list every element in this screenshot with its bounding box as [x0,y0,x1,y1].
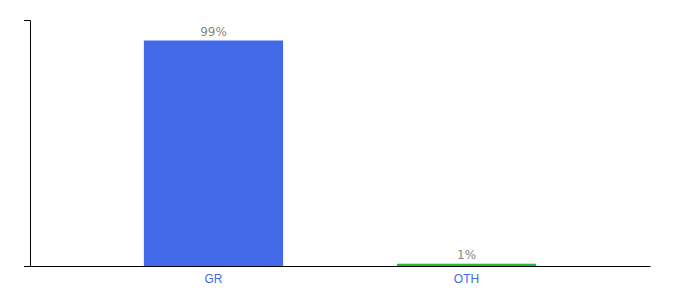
chart-svg: GR OTH 99% 1% [0,0,680,300]
bar [144,41,283,267]
x-tick: GR [204,266,222,286]
bars [144,41,536,267]
data-label: 1% [457,248,476,262]
y-axis-line [24,21,31,267]
bar [397,264,536,266]
x-tick-label: OTH [454,272,479,286]
data-label: 99% [200,25,227,39]
x-tick: OTH [454,266,479,286]
x-axis-line [31,266,651,267]
x-axis: GR OTH [31,266,651,286]
plot-area: GR OTH 99% 1% [24,21,651,286]
chart-container: GR OTH 99% 1% [0,0,680,300]
x-tick-label: GR [204,272,222,286]
data-labels: 99% 1% [200,25,476,262]
y-axis [24,21,31,267]
